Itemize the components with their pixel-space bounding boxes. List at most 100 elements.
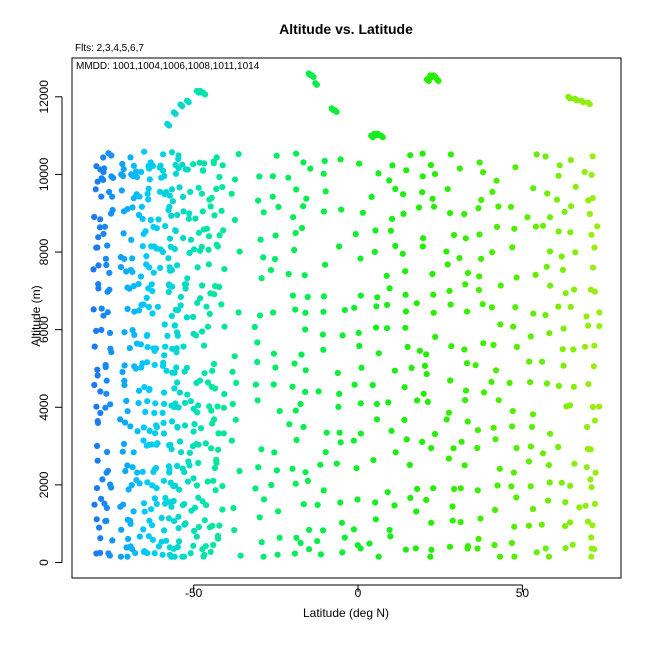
data-point	[488, 378, 495, 385]
data-point	[511, 523, 518, 530]
data-point	[177, 293, 184, 300]
data-point	[174, 424, 181, 431]
data-point	[162, 494, 169, 501]
data-point	[219, 483, 226, 490]
x-axis-label: Latitude (deg N)	[303, 606, 389, 620]
data-point	[456, 255, 463, 262]
data-point	[423, 496, 430, 503]
data-point	[451, 485, 458, 493]
data-point	[511, 225, 518, 232]
mmdd-label: MMDD: 1001,1004,1006,1008,1011,1014	[76, 61, 260, 72]
data-point	[167, 267, 174, 274]
data-point	[297, 400, 304, 408]
data-point	[489, 188, 496, 195]
data-point	[177, 449, 185, 456]
data-point	[270, 309, 277, 316]
data-point	[175, 525, 182, 532]
data-point	[546, 479, 553, 486]
data-point	[210, 541, 217, 549]
data-point	[97, 409, 104, 417]
data-point	[387, 533, 394, 540]
data-point	[169, 418, 176, 425]
data-point	[322, 261, 329, 268]
data-point	[175, 513, 182, 520]
data-point	[373, 400, 380, 408]
data-point	[206, 196, 213, 203]
data-point	[148, 243, 155, 250]
data-points	[90, 70, 603, 560]
data-point	[463, 308, 471, 315]
data-point	[126, 345, 133, 352]
data-point	[555, 303, 562, 310]
data-point	[464, 418, 471, 425]
data-point	[145, 196, 152, 203]
data-point	[153, 225, 160, 232]
data-point	[190, 246, 198, 253]
data-point	[100, 169, 107, 176]
data-point	[128, 236, 135, 243]
data-point	[103, 261, 110, 269]
data-point	[92, 186, 99, 193]
data-point	[199, 282, 206, 289]
data-point	[166, 551, 173, 559]
data-point	[182, 520, 189, 527]
data-point	[560, 362, 567, 369]
data-point	[152, 430, 159, 437]
data-point	[146, 517, 153, 524]
data-point	[120, 230, 127, 237]
data-point	[102, 361, 109, 369]
data-point	[543, 263, 550, 270]
data-point	[588, 534, 595, 541]
data-point	[106, 552, 113, 559]
data-point	[146, 176, 153, 183]
data-point	[291, 360, 298, 367]
data-point	[147, 159, 154, 166]
data-point	[462, 387, 470, 394]
data-point	[292, 480, 299, 487]
data-point	[129, 268, 136, 275]
data-point	[591, 417, 599, 424]
data-point	[400, 210, 407, 217]
data-point	[369, 382, 376, 389]
data-point	[148, 281, 155, 288]
data-point	[134, 428, 141, 435]
data-point	[289, 383, 296, 390]
data-point	[166, 235, 174, 242]
data-point	[447, 301, 454, 308]
data-point	[136, 480, 143, 487]
data-point	[176, 486, 183, 493]
data-point	[338, 206, 345, 213]
data-point	[490, 341, 497, 349]
data-point	[195, 459, 202, 467]
data-point	[140, 500, 148, 507]
data-point	[93, 327, 100, 334]
data-point	[153, 500, 160, 508]
data-point	[462, 397, 469, 404]
data-point	[160, 151, 167, 158]
data-point	[351, 381, 358, 388]
data-point	[392, 242, 399, 250]
data-point	[320, 308, 327, 315]
data-point	[529, 505, 537, 513]
data-point	[161, 172, 168, 180]
data-point	[118, 187, 125, 194]
data-point	[506, 379, 513, 386]
data-point	[205, 261, 212, 268]
data-point	[204, 379, 212, 386]
data-point	[168, 312, 175, 320]
data-point	[533, 151, 540, 158]
data-point	[285, 270, 292, 278]
data-point	[568, 203, 575, 210]
data-point	[375, 170, 382, 177]
data-point	[293, 436, 300, 444]
data-point	[555, 172, 562, 179]
data-point	[96, 524, 103, 531]
data-point	[172, 306, 179, 313]
data-point	[432, 333, 439, 340]
data-point	[357, 255, 364, 262]
data-point	[547, 282, 554, 289]
data-point	[195, 494, 202, 501]
data-point	[403, 436, 410, 443]
data-point	[562, 523, 569, 530]
data-point	[140, 230, 147, 237]
